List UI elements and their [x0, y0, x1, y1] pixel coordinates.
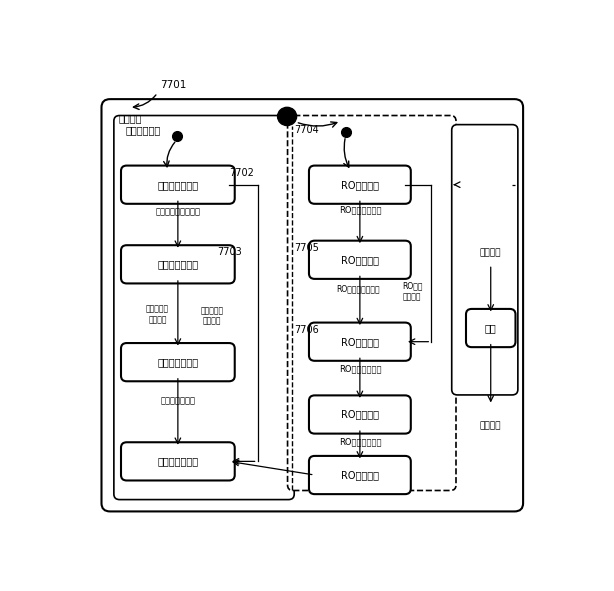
- FancyBboxPatch shape: [466, 309, 516, 347]
- Text: 透析液標本完了: 透析液標本完了: [157, 456, 198, 466]
- FancyBboxPatch shape: [309, 395, 411, 434]
- Text: 7705: 7705: [293, 243, 319, 254]
- FancyBboxPatch shape: [121, 245, 235, 284]
- FancyBboxPatch shape: [114, 115, 294, 499]
- FancyBboxPatch shape: [309, 323, 411, 361]
- Text: 標本抽出: 標本抽出: [119, 113, 142, 123]
- Text: RO標本収集: RO標本収集: [341, 337, 379, 347]
- Text: RO標本予定あり: RO標本予定あり: [339, 205, 381, 214]
- Text: 透析液標本
収集済み: 透析液標本 収集済み: [146, 305, 169, 324]
- Text: 透析液送液停止: 透析液送液停止: [161, 397, 196, 405]
- Text: 7704: 7704: [293, 125, 319, 135]
- Text: H: H: [283, 112, 291, 121]
- Text: RO前フラッシング: RO前フラッシング: [336, 284, 379, 293]
- Circle shape: [278, 108, 297, 125]
- FancyBboxPatch shape: [101, 99, 523, 511]
- Text: RO作成開始: RO作成開始: [341, 255, 379, 265]
- FancyBboxPatch shape: [287, 115, 456, 491]
- FancyBboxPatch shape: [121, 165, 235, 204]
- FancyBboxPatch shape: [452, 125, 518, 395]
- Text: RO標本
予定なし: RO標本 予定なし: [402, 281, 422, 301]
- FancyBboxPatch shape: [309, 456, 411, 494]
- Text: 休止: 休止: [485, 323, 497, 333]
- Text: 7702: 7702: [229, 168, 254, 178]
- Text: RO標本評価: RO標本評価: [341, 180, 379, 190]
- Text: 透析液標本予定あり: 透析液標本予定あり: [155, 207, 201, 216]
- Text: 透析液標本停止: 透析液標本停止: [157, 357, 198, 367]
- Text: RO作成停止済み: RO作成停止済み: [339, 437, 381, 446]
- Text: 休止要求: 休止要求: [480, 248, 502, 258]
- Text: 透析液標本
予定なし: 透析液標本 予定なし: [201, 306, 224, 326]
- FancyBboxPatch shape: [121, 442, 235, 480]
- Text: 休止用モニタ: 休止用モニタ: [125, 125, 160, 135]
- Text: 透析液標本開始: 透析液標本開始: [157, 259, 198, 269]
- Text: 透析液標本評価: 透析液標本評価: [157, 180, 198, 190]
- Text: 7701: 7701: [160, 80, 187, 90]
- Text: RO標本完了: RO標本完了: [341, 470, 379, 480]
- FancyBboxPatch shape: [309, 165, 411, 204]
- FancyBboxPatch shape: [309, 241, 411, 279]
- Text: 7706: 7706: [293, 325, 319, 335]
- Text: 7703: 7703: [217, 247, 242, 257]
- Text: RO作成停止: RO作成停止: [341, 410, 379, 420]
- FancyBboxPatch shape: [121, 343, 235, 381]
- Text: RO標本収集済み: RO標本収集済み: [339, 365, 381, 374]
- Text: 再開要求: 再開要求: [480, 421, 502, 430]
